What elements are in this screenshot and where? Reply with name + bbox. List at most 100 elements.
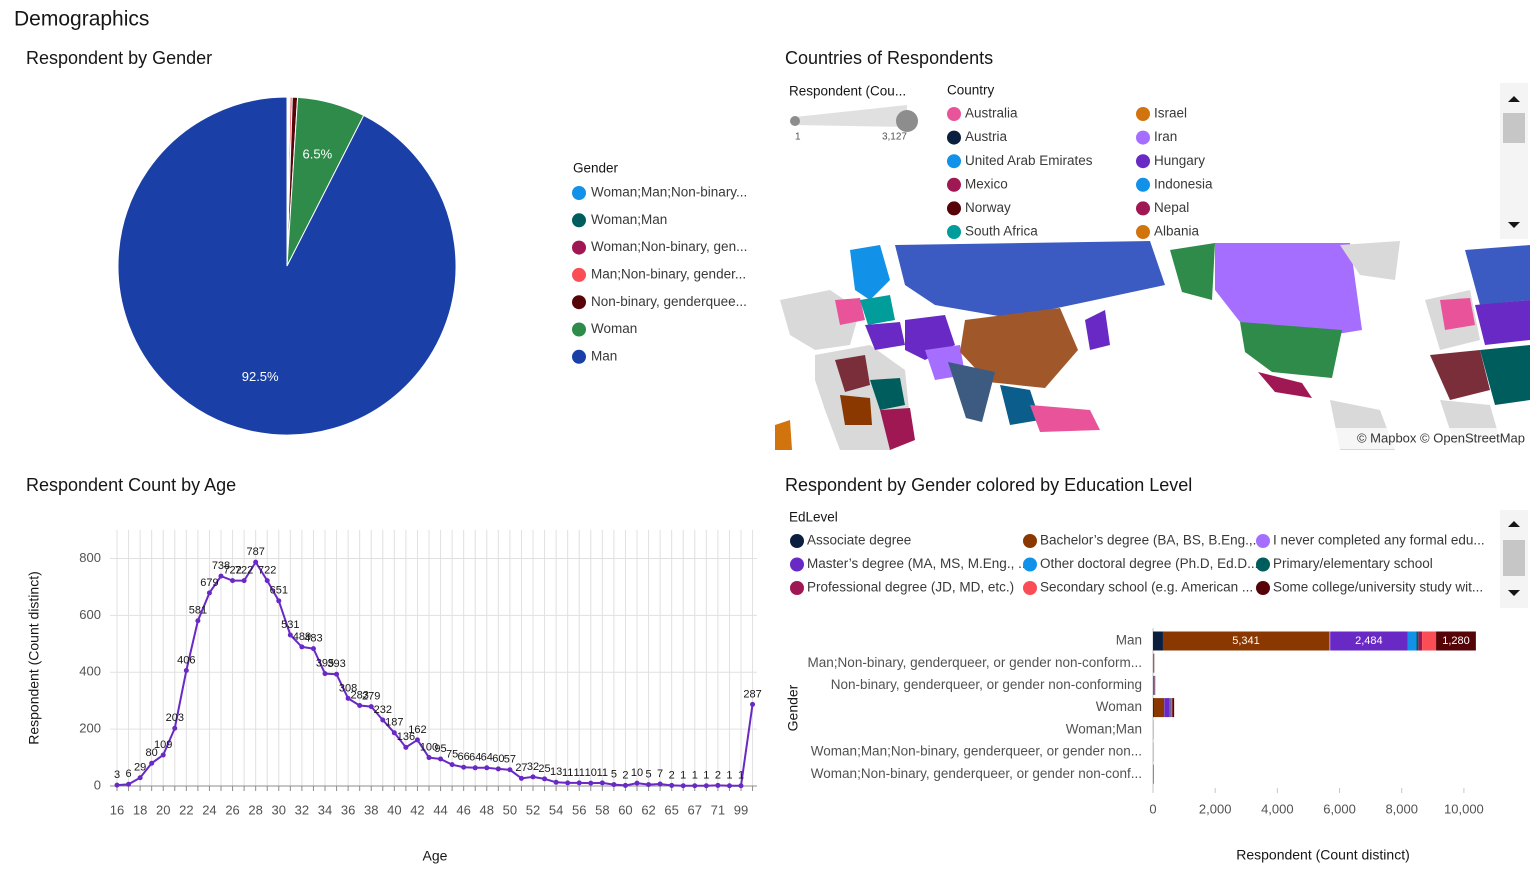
line-point bbox=[634, 780, 640, 786]
data-label: 2 bbox=[622, 769, 628, 781]
legend-swatch bbox=[947, 107, 961, 121]
size-legend-title: Respondent (Cou... bbox=[789, 84, 906, 99]
map-country bbox=[775, 420, 792, 450]
line-point bbox=[414, 737, 420, 743]
panel-title: Respondent by Gender colored by Educatio… bbox=[785, 475, 1192, 495]
legend-label: Australia bbox=[965, 106, 1018, 121]
legend-label: Man bbox=[591, 348, 617, 363]
line-point bbox=[622, 782, 628, 788]
line-point bbox=[126, 781, 132, 787]
x-tick-label: 44 bbox=[433, 802, 447, 817]
line-point bbox=[611, 782, 617, 788]
legend-swatch bbox=[1136, 130, 1150, 145]
legend-swatch bbox=[947, 177, 961, 192]
data-label: 232 bbox=[374, 704, 392, 716]
data-label: 406 bbox=[177, 654, 195, 666]
data-label: 10 bbox=[631, 767, 643, 779]
data-label: 95 bbox=[434, 743, 446, 755]
legend-label: Bachelor’s degree (BA, BS, B.Eng.,... bbox=[1040, 533, 1264, 548]
map-attribution[interactable]: © Mapbox © OpenStreetMap bbox=[1357, 430, 1525, 445]
scrollbar-thumb[interactable] bbox=[1503, 540, 1525, 576]
legend-label: Israel bbox=[1154, 106, 1187, 121]
legend-swatch bbox=[1136, 201, 1150, 216]
bar-segment bbox=[1153, 698, 1165, 718]
line-point bbox=[218, 573, 224, 579]
data-label: 162 bbox=[408, 724, 426, 736]
legend-title: Gender bbox=[573, 161, 619, 176]
y-tick-label: Woman;Man;Non-binary, genderqueer, or ge… bbox=[811, 744, 1142, 759]
line-point bbox=[680, 783, 686, 789]
legend-swatch bbox=[947, 225, 961, 239]
x-tick-label: 32 bbox=[295, 802, 309, 817]
y-tick-label: 800 bbox=[79, 550, 101, 565]
line-point bbox=[334, 671, 340, 677]
data-label: 722 bbox=[223, 565, 241, 577]
data-label: 32 bbox=[527, 761, 539, 773]
map-country bbox=[860, 295, 895, 325]
line-point bbox=[449, 762, 455, 768]
map-country bbox=[1000, 385, 1040, 425]
data-label: 1 bbox=[726, 770, 732, 782]
line-point bbox=[726, 783, 732, 789]
data-label: 109 bbox=[154, 739, 172, 751]
data-label: 64 bbox=[481, 752, 493, 764]
map-country bbox=[840, 395, 872, 425]
line-point bbox=[472, 765, 478, 771]
data-label: 2 bbox=[715, 769, 721, 781]
map-country bbox=[850, 245, 890, 300]
x-tick-label: 99 bbox=[734, 802, 748, 817]
legend-label: Woman;Man;Non-binary... bbox=[591, 185, 747, 200]
line-point bbox=[264, 578, 270, 584]
legend-label: Secondary school (e.g. American ... bbox=[1040, 580, 1253, 595]
legend-swatch bbox=[572, 186, 586, 200]
x-tick-label: 56 bbox=[572, 802, 586, 817]
line-point bbox=[703, 783, 709, 789]
legend-swatch bbox=[1256, 557, 1270, 572]
map-country bbox=[1240, 322, 1342, 378]
legend-label: Hungary bbox=[1154, 153, 1205, 168]
line-point bbox=[160, 752, 166, 758]
x-tick-label: 42 bbox=[410, 802, 424, 817]
bar-segment bbox=[1153, 675, 1154, 695]
x-tick-label: 18 bbox=[133, 802, 147, 817]
map[interactable]: © Mapbox © OpenStreetMap bbox=[775, 241, 1530, 450]
line-point bbox=[287, 632, 293, 638]
scrollbar-thumb[interactable] bbox=[1503, 113, 1525, 143]
data-label: 57 bbox=[504, 754, 516, 766]
data-label: 5 bbox=[611, 768, 617, 780]
x-tick-label: 48 bbox=[480, 802, 494, 817]
line-point bbox=[438, 756, 444, 762]
legend-title: EdLevel bbox=[789, 510, 838, 525]
line-point bbox=[553, 779, 559, 785]
scrollbar[interactable] bbox=[1500, 83, 1528, 239]
legend-swatch bbox=[790, 557, 804, 572]
map-country bbox=[870, 378, 905, 410]
panel-title: Countries of Respondents bbox=[785, 48, 993, 68]
data-label: 75 bbox=[446, 749, 458, 761]
x-tick-label: 50 bbox=[503, 802, 517, 817]
x-tick-label: 16 bbox=[110, 802, 124, 817]
line-point bbox=[692, 783, 698, 789]
x-tick-label: 67 bbox=[688, 802, 702, 817]
line-point bbox=[149, 760, 155, 766]
map-country bbox=[960, 308, 1078, 388]
x-tick-label: 22 bbox=[179, 802, 193, 817]
y-tick-label: 400 bbox=[79, 664, 101, 679]
data-label: 308 bbox=[339, 682, 357, 694]
data-label: 287 bbox=[743, 688, 761, 700]
line-point bbox=[380, 717, 386, 723]
line-point bbox=[599, 780, 605, 786]
y-axis-title: Respondent (Count distinct) bbox=[26, 571, 42, 745]
line-point bbox=[750, 701, 756, 707]
legend-swatch bbox=[572, 322, 586, 337]
line-point bbox=[495, 766, 501, 772]
bar-segment bbox=[1171, 698, 1173, 718]
line-point bbox=[230, 578, 236, 584]
data-label: 1 bbox=[738, 770, 744, 782]
legend-label: Primary/elementary school bbox=[1273, 556, 1433, 571]
map-country bbox=[1030, 405, 1100, 432]
map-country bbox=[835, 298, 865, 325]
line-point bbox=[738, 783, 744, 789]
x-tick-label: 58 bbox=[595, 802, 609, 817]
